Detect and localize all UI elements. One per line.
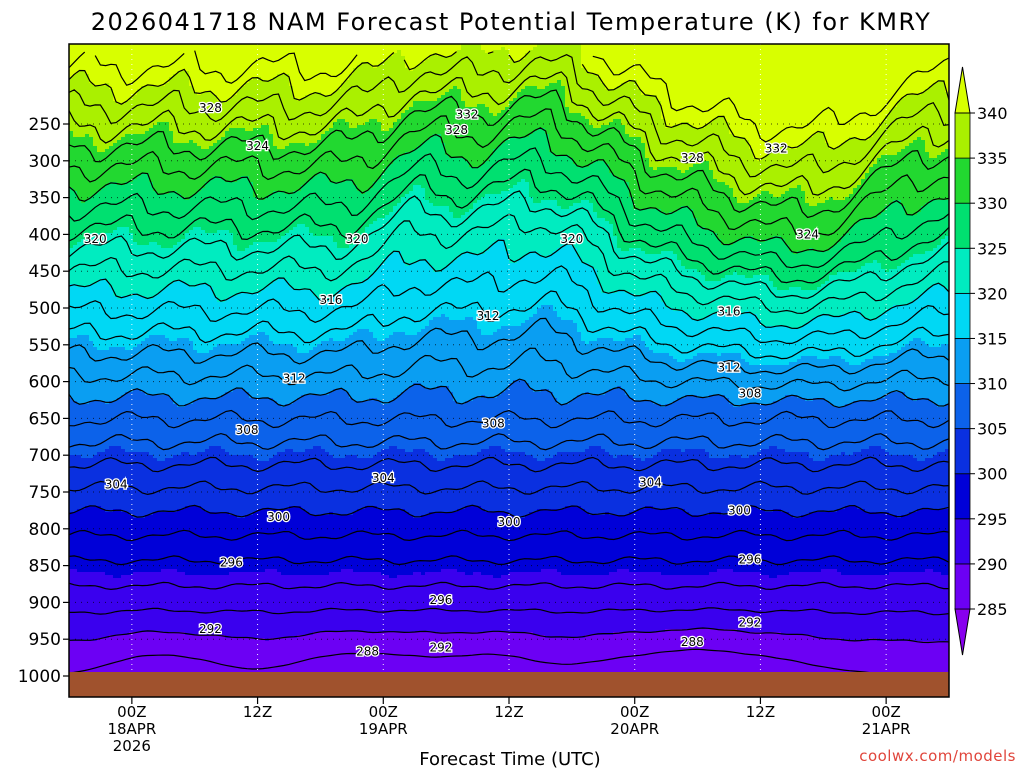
contour-label: 288 <box>681 635 704 649</box>
y-tick-label: 250 <box>29 115 61 135</box>
colorbar-label: 295 <box>977 510 1008 529</box>
x-axis-label: Forecast Time (UTC) <box>419 749 600 768</box>
y-tick-label: 450 <box>29 262 61 282</box>
x-tick-label: 19APR <box>359 720 408 738</box>
contour-label: 332 <box>456 107 479 121</box>
colorbar-swatch <box>955 113 970 158</box>
contour-label: 328 <box>445 123 468 137</box>
contour-label: 292 <box>199 622 222 636</box>
contour-label: 292 <box>429 640 452 654</box>
x-tick-label: 00Z <box>620 703 649 721</box>
contour-label: 304 <box>639 475 662 489</box>
y-tick-label: 800 <box>29 520 61 540</box>
contour-label: 288 <box>356 645 379 659</box>
colorbar-label: 335 <box>977 149 1008 168</box>
contour-label: 320 <box>84 232 107 246</box>
chart-title: 2026041718 NAM Forecast Potential Temper… <box>91 8 932 36</box>
x-tick-label: 18APR <box>107 720 156 738</box>
y-tick-label: 550 <box>29 336 61 356</box>
x-tick-label: 12Z <box>746 703 775 721</box>
colorbar-label: 320 <box>977 284 1008 303</box>
x-tick-label: 2026 <box>113 737 151 755</box>
colorbar-high-arrow <box>955 67 970 113</box>
contour-label: 332 <box>765 141 788 155</box>
contour-label: 324 <box>246 139 269 153</box>
y-tick-label: 400 <box>29 225 61 245</box>
colorbar-swatch <box>955 158 970 203</box>
y-tick-label: 650 <box>29 409 61 429</box>
credit-text: coolwx.com/models <box>859 747 1016 765</box>
y-tick-label: 700 <box>29 446 61 466</box>
contour-label: 292 <box>738 615 761 629</box>
colorbar-label: 310 <box>977 375 1008 394</box>
x-tick-label: 00Z <box>871 703 900 721</box>
contour-label: 300 <box>267 510 290 524</box>
colorbar-swatch <box>955 248 970 293</box>
colorbar-swatch <box>955 384 970 429</box>
y-tick-label: 1000 <box>18 667 61 687</box>
contour-label: 320 <box>346 232 369 246</box>
colorbar-swatch <box>955 203 970 248</box>
y-tick-label: 900 <box>29 593 61 613</box>
colorbar-swatch <box>955 293 970 338</box>
colorbar-swatch <box>955 474 970 519</box>
y-tick-label: 950 <box>29 630 61 650</box>
contour-label: 328 <box>199 101 222 115</box>
contour-label: 328 <box>681 151 704 165</box>
colorbar-swatch <box>955 338 970 383</box>
y-axis: 250 300 350 400 450 500 550 600 650 700 750 800 850 9… <box>18 115 69 687</box>
colorbar-label: 305 <box>977 420 1008 439</box>
contour-label: 296 <box>220 556 243 570</box>
contour-label: 304 <box>372 471 395 485</box>
colorbar-swatch <box>955 429 970 474</box>
colorbar-label: 325 <box>977 239 1008 258</box>
y-tick-label: 500 <box>29 299 61 319</box>
contour-label: 296 <box>738 553 761 567</box>
colorbar-label: 330 <box>977 194 1008 213</box>
contour-label: 296 <box>429 593 452 607</box>
colorbar: 285 290 295 300 305 310 315 320 325 330 335 340 <box>955 67 1008 655</box>
y-tick-label: 850 <box>29 557 61 577</box>
contour-label: 308 <box>236 423 259 437</box>
contour-label: 304 <box>105 478 128 492</box>
contour-label: 312 <box>283 372 306 386</box>
contour-label: 308 <box>738 386 761 400</box>
colorbar-label: 300 <box>977 465 1008 484</box>
colorbar-low-arrow <box>955 609 970 655</box>
terrain-ground <box>69 672 949 697</box>
contour-label: 308 <box>482 417 505 431</box>
colorbar-swatch <box>955 519 970 564</box>
contour-label: 300 <box>498 515 521 529</box>
x-tick-label: 00Z <box>369 703 398 721</box>
contour-label: 312 <box>477 309 500 323</box>
contour-label: 300 <box>728 503 751 517</box>
x-tick-label: 12Z <box>494 703 523 721</box>
x-tick-label: 20APR <box>610 720 659 738</box>
colorbar-label: 315 <box>977 329 1008 348</box>
y-tick-label: 750 <box>29 483 61 503</box>
colorbar-label: 285 <box>977 600 1008 619</box>
colorbar-label: 290 <box>977 555 1008 574</box>
y-tick-label: 350 <box>29 189 61 209</box>
y-tick-label: 600 <box>29 373 61 393</box>
contour-label: 316 <box>718 305 741 319</box>
contour-label: 312 <box>718 361 741 375</box>
x-tick-label: 12Z <box>243 703 272 721</box>
colorbar-swatch <box>955 564 970 609</box>
contour-label: 316 <box>319 293 342 307</box>
contour-label: 320 <box>560 232 583 246</box>
x-tick-label: 21APR <box>862 720 911 738</box>
x-tick-label: 00Z <box>117 703 146 721</box>
colorbar-label: 340 <box>977 104 1008 123</box>
contour-label: 324 <box>796 227 819 241</box>
y-tick-label: 300 <box>29 152 61 172</box>
